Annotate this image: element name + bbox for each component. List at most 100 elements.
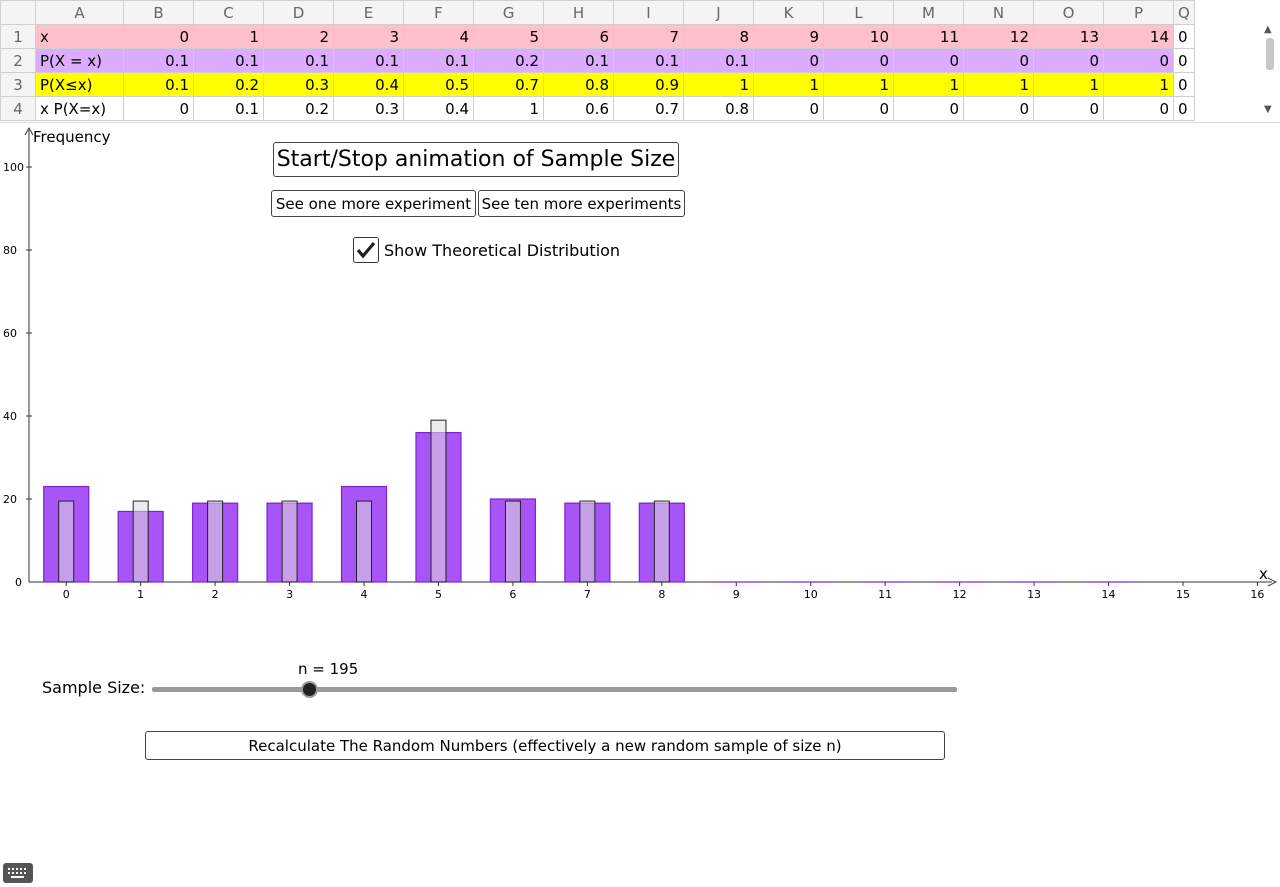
cell[interactable]: 0 xyxy=(1173,24,1195,49)
theoretical-checkbox[interactable] xyxy=(353,237,379,263)
cell[interactable]: 0.4 xyxy=(333,72,404,97)
cell[interactable]: 0.3 xyxy=(263,72,334,97)
cell[interactable]: 4 xyxy=(403,24,474,49)
sample-size-slider-handle[interactable] xyxy=(301,681,318,698)
row-header[interactable]: 2 xyxy=(0,48,36,73)
cell[interactable]: 0.7 xyxy=(473,72,544,97)
cell[interactable]: 0.1 xyxy=(333,48,404,73)
column-header[interactable]: A xyxy=(35,0,124,25)
cell[interactable]: 0 xyxy=(963,48,1034,73)
keyboard-icon[interactable] xyxy=(3,863,33,883)
cell-label[interactable]: P(X≤x) xyxy=(35,72,124,97)
column-header[interactable]: L xyxy=(823,0,894,25)
cell[interactable]: 0 xyxy=(1033,96,1104,121)
cell[interactable]: 14 xyxy=(1103,24,1174,49)
cell[interactable]: 0.1 xyxy=(193,96,264,121)
cell[interactable]: 0.8 xyxy=(683,96,754,121)
sheet-corner[interactable] xyxy=(0,0,36,25)
cell[interactable]: 1 xyxy=(1033,72,1104,97)
cell[interactable]: 0 xyxy=(893,96,964,121)
row-header[interactable]: 4 xyxy=(0,96,36,121)
theoretical-distribution-toggle[interactable]: Show Theoretical Distribution xyxy=(353,237,620,263)
cell[interactable]: 7 xyxy=(613,24,684,49)
cell[interactable]: 11 xyxy=(893,24,964,49)
column-header[interactable]: C xyxy=(193,0,264,25)
cell-label[interactable]: x P(X=x) xyxy=(35,96,124,121)
cell[interactable]: 1 xyxy=(683,72,754,97)
cell[interactable]: 0 xyxy=(123,24,194,49)
cell[interactable]: 9 xyxy=(753,24,824,49)
cell[interactable]: 0.1 xyxy=(683,48,754,73)
cell[interactable]: 0 xyxy=(753,48,824,73)
cell[interactable]: 1 xyxy=(1103,72,1174,97)
column-header[interactable]: Q xyxy=(1173,0,1195,25)
cell[interactable]: 0.6 xyxy=(543,96,614,121)
cell[interactable]: 0.1 xyxy=(543,48,614,73)
cell-label[interactable]: x xyxy=(35,24,124,49)
scroll-up-icon[interactable]: ▲ xyxy=(1264,24,1272,35)
cell[interactable]: 0 xyxy=(963,96,1034,121)
cell[interactable]: 1 xyxy=(893,72,964,97)
column-header[interactable]: P xyxy=(1103,0,1174,25)
column-header[interactable]: I xyxy=(613,0,684,25)
cell[interactable]: 12 xyxy=(963,24,1034,49)
cell[interactable]: 0.1 xyxy=(193,48,264,73)
cell[interactable]: 0.2 xyxy=(473,48,544,73)
cell[interactable]: 0 xyxy=(1173,48,1195,73)
cell[interactable]: 0 xyxy=(1033,48,1104,73)
cell[interactable]: 3 xyxy=(333,24,404,49)
column-header[interactable]: M xyxy=(893,0,964,25)
cell-label[interactable]: P(X = x) xyxy=(35,48,124,73)
cell[interactable]: 5 xyxy=(473,24,544,49)
cell[interactable]: 13 xyxy=(1033,24,1104,49)
cell[interactable]: 0 xyxy=(1103,48,1174,73)
cell[interactable]: 0 xyxy=(823,48,894,73)
sample-size-slider-track[interactable] xyxy=(152,687,957,692)
cell[interactable]: 0.1 xyxy=(263,48,334,73)
row-header[interactable]: 3 xyxy=(0,72,36,97)
cell[interactable]: 0 xyxy=(753,96,824,121)
row-header[interactable]: 1 xyxy=(0,24,36,49)
column-header[interactable]: H xyxy=(543,0,614,25)
column-header[interactable]: O xyxy=(1033,0,1104,25)
cell[interactable]: 0.5 xyxy=(403,72,474,97)
cell[interactable]: 0.1 xyxy=(403,48,474,73)
cell[interactable]: 1 xyxy=(753,72,824,97)
cell[interactable]: 1 xyxy=(823,72,894,97)
cell[interactable]: 0 xyxy=(1173,72,1195,97)
ten-more-experiments-button[interactable]: See ten more experiments xyxy=(478,190,685,217)
cell[interactable]: 0.2 xyxy=(193,72,264,97)
column-header[interactable]: D xyxy=(263,0,334,25)
start-stop-animation-button[interactable]: Start/Stop animation of Sample Size xyxy=(273,142,679,177)
column-header[interactable]: K xyxy=(753,0,824,25)
cell[interactable]: 0.2 xyxy=(263,96,334,121)
column-header[interactable]: F xyxy=(403,0,474,25)
one-more-experiment-button[interactable]: See one more experiment xyxy=(271,190,476,217)
column-header[interactable]: N xyxy=(963,0,1034,25)
cell[interactable]: 0.9 xyxy=(613,72,684,97)
cell[interactable]: 0.1 xyxy=(123,72,194,97)
column-header[interactable]: G xyxy=(473,0,544,25)
cell[interactable]: 0.1 xyxy=(613,48,684,73)
cell[interactable]: 0 xyxy=(823,96,894,121)
cell[interactable]: 0 xyxy=(1103,96,1174,121)
cell[interactable]: 0 xyxy=(1173,96,1195,121)
cell[interactable]: 6 xyxy=(543,24,614,49)
cell[interactable]: 0.1 xyxy=(123,48,194,73)
cell[interactable]: 1 xyxy=(193,24,264,49)
column-header[interactable]: E xyxy=(333,0,404,25)
column-header[interactable]: B xyxy=(123,0,194,25)
cell[interactable]: 0 xyxy=(893,48,964,73)
cell[interactable]: 2 xyxy=(263,24,334,49)
spreadsheet-scrollbar[interactable]: ▲ ▼ xyxy=(1262,24,1276,118)
cell[interactable]: 8 xyxy=(683,24,754,49)
cell[interactable]: 0.4 xyxy=(403,96,474,121)
recalculate-button[interactable]: Recalculate The Random Numbers (effectiv… xyxy=(145,731,945,760)
scroll-down-icon[interactable]: ▼ xyxy=(1264,104,1272,115)
column-header[interactable]: J xyxy=(683,0,754,25)
cell[interactable]: 0 xyxy=(123,96,194,121)
cell[interactable]: 10 xyxy=(823,24,894,49)
cell[interactable]: 0.3 xyxy=(333,96,404,121)
cell[interactable]: 0.8 xyxy=(543,72,614,97)
cell[interactable]: 0.7 xyxy=(613,96,684,121)
